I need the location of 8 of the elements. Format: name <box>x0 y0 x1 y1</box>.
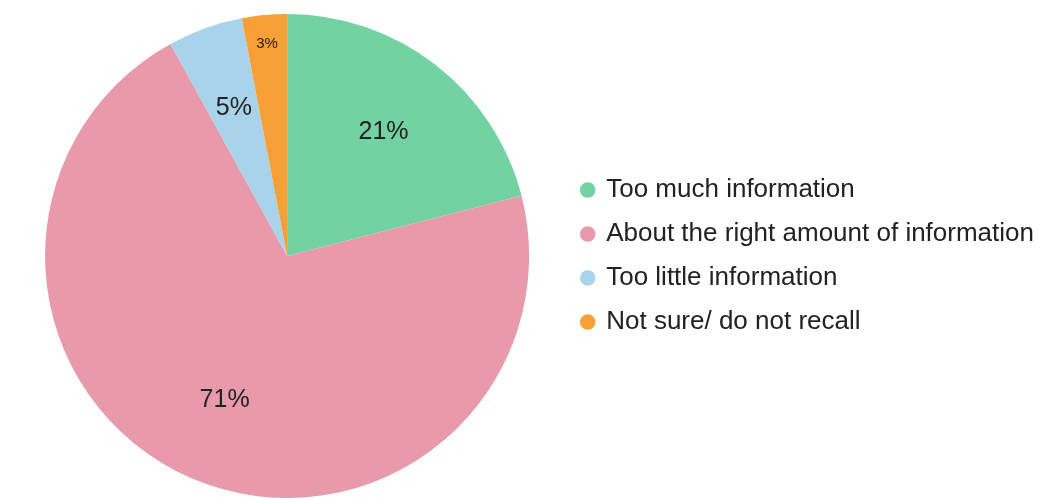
legend-label: Not sure/ do not recall <box>606 305 861 336</box>
data-label: 21% <box>358 115 409 144</box>
legend-label: About the right amount of information <box>606 217 1035 248</box>
data-label: 71% <box>199 384 250 413</box>
data-label: 5% <box>215 91 252 120</box>
legend-label: Too little information <box>606 261 838 292</box>
data-label: 3% <box>256 34 278 52</box>
legend-label: Too much information <box>606 173 855 204</box>
